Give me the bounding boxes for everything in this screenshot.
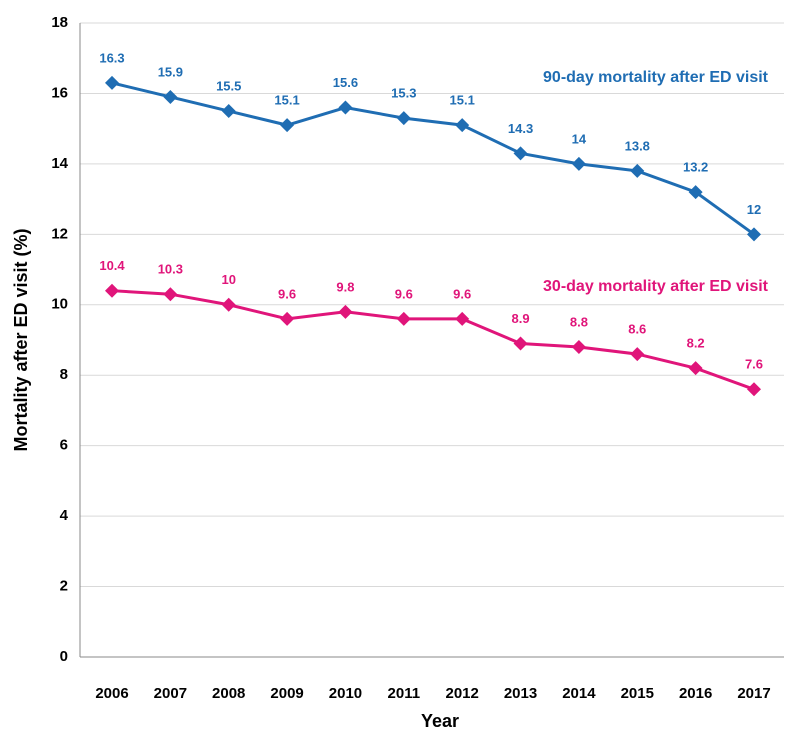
data-point: [396, 111, 411, 126]
data-label: 15.5: [216, 78, 241, 93]
data-point: [280, 118, 295, 133]
x-axis-title: Year: [421, 711, 459, 731]
data-point: [455, 311, 470, 326]
data-label: 8.6: [628, 322, 646, 337]
data-label: 10.4: [99, 258, 125, 273]
x-tick-label: 2012: [445, 685, 478, 702]
data-point: [396, 311, 411, 326]
data-label: 8.2: [687, 336, 705, 351]
series-line: [111, 289, 755, 391]
data-label: 15.9: [158, 64, 183, 79]
data-label: 12: [747, 202, 761, 217]
data-point: [221, 297, 236, 312]
data-point: [571, 340, 586, 355]
x-tick-label: 2007: [154, 685, 187, 702]
series-line: [111, 81, 755, 236]
series-label: 30-day mortality after ED visit: [543, 278, 769, 295]
data-label: 15.1: [450, 93, 475, 108]
x-tick-label: 2015: [621, 685, 654, 702]
data-label: 13.2: [683, 160, 708, 175]
data-label: 8.9: [512, 311, 530, 326]
x-tick-label: 2011: [388, 685, 421, 702]
data-point: [280, 311, 295, 326]
y-tick-label: 12: [51, 225, 68, 242]
data-point: [455, 118, 470, 133]
data-label: 14: [572, 131, 587, 146]
x-tick-label: 2008: [212, 685, 245, 702]
y-tick-label: 4: [60, 507, 69, 524]
data-point: [105, 283, 119, 298]
y-tick-label: 8: [60, 366, 68, 383]
data-label: 15.1: [274, 93, 299, 108]
x-tick-label: 2013: [504, 685, 537, 702]
data-point: [338, 100, 353, 115]
data-point: [163, 287, 178, 302]
data-point: [163, 89, 178, 104]
data-label: 9.6: [395, 286, 413, 301]
y-tick-label: 6: [60, 437, 68, 454]
x-tick-label: 2010: [329, 685, 362, 702]
data-label: 9.8: [336, 279, 354, 294]
y-tick-label: 2: [60, 578, 68, 595]
x-tick-label: 2014: [562, 685, 596, 702]
data-label: 14.3: [508, 121, 533, 136]
y-tick-label: 10: [51, 296, 68, 313]
data-point: [338, 304, 353, 319]
data-point: [747, 382, 761, 397]
data-label: 15.6: [333, 75, 358, 90]
data-label: 10.3: [158, 262, 183, 277]
data-point: [105, 75, 119, 90]
data-point: [747, 227, 761, 242]
y-tick-label: 18: [51, 14, 68, 31]
x-tick-label: 2009: [270, 685, 303, 702]
data-point: [513, 336, 528, 351]
data-label: 8.8: [570, 314, 588, 329]
y-tick-label: 16: [51, 84, 68, 101]
data-label: 9.6: [278, 286, 296, 301]
data-point: [221, 104, 236, 119]
data-point: [571, 156, 586, 171]
y-tick-label: 0: [60, 648, 68, 665]
x-tick-label: 2016: [679, 685, 712, 702]
data-point: [688, 361, 703, 376]
y-tick-label: 14: [51, 155, 68, 172]
data-label: 10: [221, 272, 235, 287]
x-tick-label: 2006: [95, 685, 128, 702]
data-point: [630, 163, 645, 178]
data-point: [688, 185, 703, 200]
data-point: [513, 146, 528, 161]
data-point: [630, 347, 645, 362]
data-label: 9.6: [453, 286, 471, 301]
data-label: 13.8: [625, 138, 650, 153]
x-tick-label: 2017: [737, 685, 770, 702]
data-label: 15.3: [391, 86, 416, 101]
data-label: 7.6: [745, 357, 763, 372]
data-label: 16.3: [99, 50, 124, 65]
y-axis-title: Mortality after ED visit (%): [11, 228, 31, 451]
series-label: 90-day mortality after ED visit: [543, 69, 769, 86]
